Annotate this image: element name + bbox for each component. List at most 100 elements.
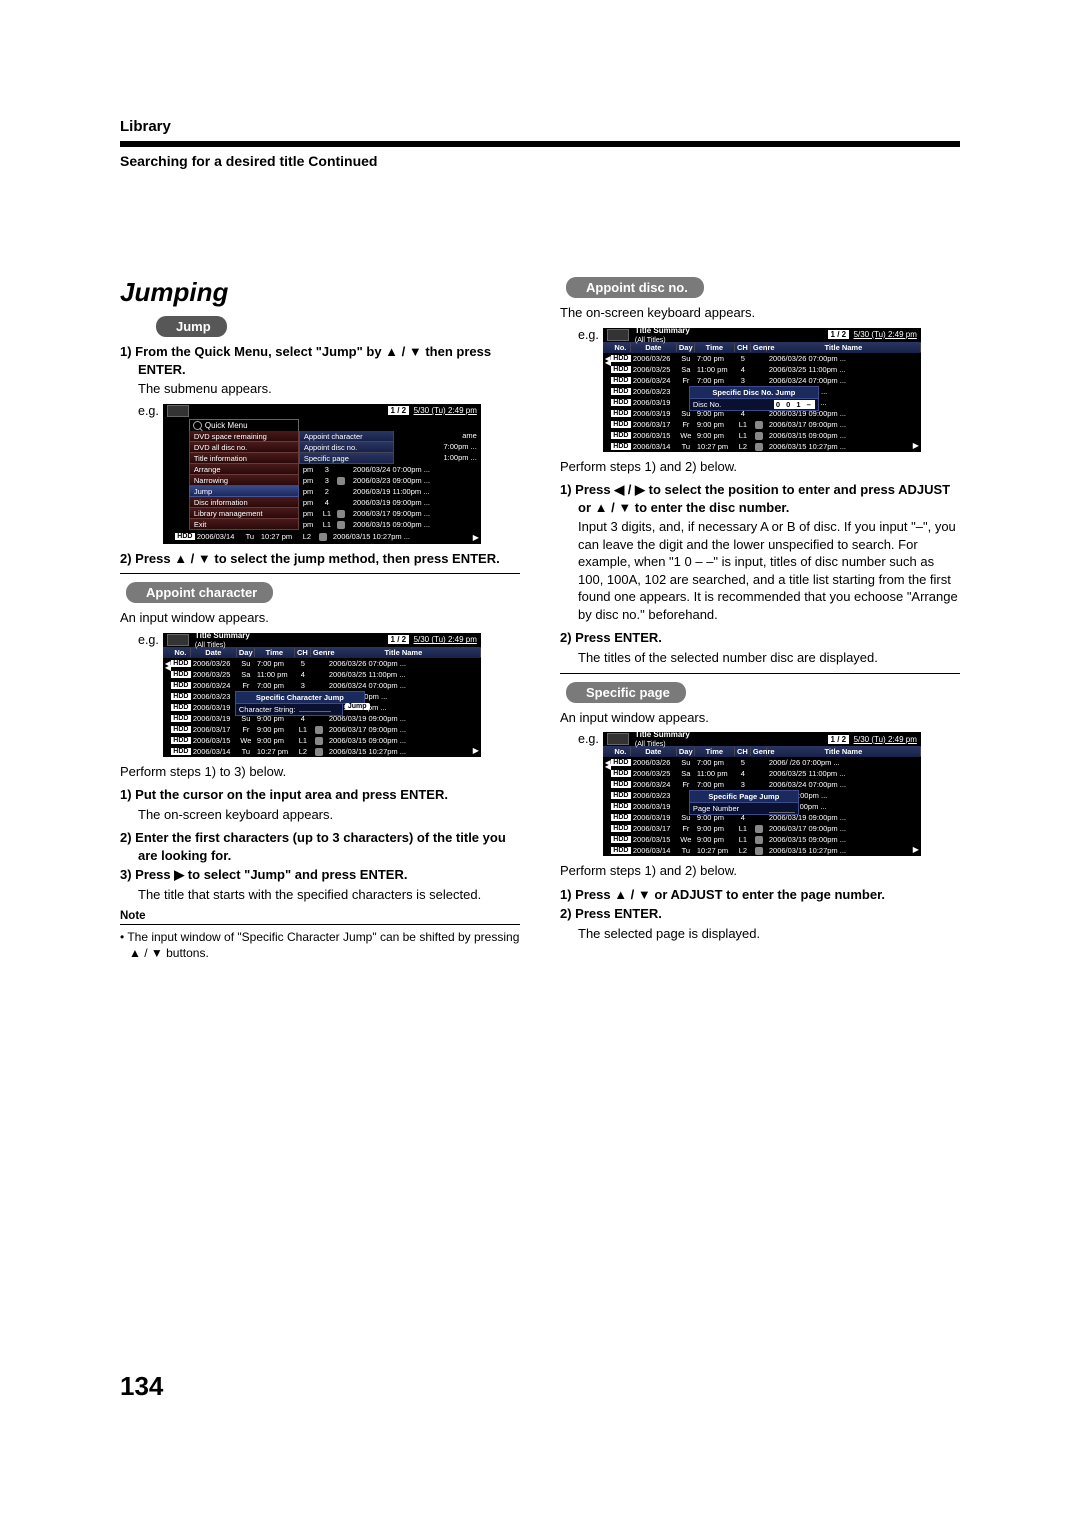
scroll-right-icon: ▶ — [473, 533, 479, 542]
table-row: HDD2006/03/25Sa11:00 pm42006/03/25 11:00… — [603, 768, 921, 779]
table-header: No.DateDayTimeCHGenreTitle Name — [163, 647, 481, 658]
qm-sub-item: Appoint disc no. — [299, 442, 394, 453]
top-pager: 1 / 2 5/30 (Tu) 2:49 pm — [828, 330, 917, 339]
table-row: HDD2006/03/17Fr9:00 pmL12006/03/17 09:00… — [603, 419, 921, 430]
quick-menu-screenshot: . 1 / 2 5/30 (Tu) 2:49 pm Quick Menu DVD… — [163, 404, 481, 544]
scroll-left-icon: ◀ — [165, 663, 171, 672]
table-row: pmL12006/03/15 09:00pm ... — [301, 519, 477, 530]
section-heading: Jumping — [120, 277, 520, 308]
genre-icon — [337, 510, 345, 518]
device-icon — [167, 405, 189, 417]
header-rule — [120, 141, 960, 147]
divider — [560, 673, 960, 674]
eg-label: e.g. — [138, 633, 159, 647]
divider — [120, 573, 520, 574]
right-fragments: ame 7:00pm ... 1:00pm ... — [444, 430, 477, 463]
table-row: HDD2006/03/25Sa11:00 pm42006/03/25 11:00… — [603, 364, 921, 375]
qm-sub-item: Specific page — [299, 453, 394, 464]
example-char: e.g. Title Summary(All Titles) 1 / 2 5/3… — [138, 633, 520, 757]
ac-step-1: 1) Put the cursor on the input area and … — [120, 786, 520, 804]
left-column: Jumping Jump 1) From the Quick Menu, sel… — [120, 277, 520, 961]
header-category: Library — [120, 118, 960, 135]
ac-step-2: 2) Enter the first characters (up to 3 c… — [120, 829, 520, 864]
table-row: pm32006/03/23 09:00pm ... — [301, 475, 477, 486]
table-row: ◀HDD2006/03/26Su7:00 pm52006/03/26 07:00… — [603, 353, 921, 364]
top-pager: 1 / 2 5/30 (Tu) 2:49 pm — [388, 635, 477, 644]
table-header: No.DateDayTimeCHGenreTitle Name — [603, 342, 921, 353]
quick-menu: Quick Menu DVD space remaining DVD all d… — [189, 419, 299, 530]
table-row: HDD2006/03/24Fr7:00 pm32006/03/24 07:00p… — [603, 375, 921, 386]
note-text: • The input window of "Specific Characte… — [120, 929, 520, 961]
qm-item: DVD space remaining — [189, 431, 299, 442]
table-row: HDD2006/03/15We9:00 pmL12006/03/15 09:00… — [603, 834, 921, 845]
example-page: e.g. Title Summary(All Titles) 1 / 2 5/3… — [578, 732, 960, 856]
overlay-page-value: Page Number — [689, 802, 799, 815]
table-row: HDD2006/03/14Tu10:27 pmL22006/03/15 10:2… — [603, 441, 921, 452]
note-label: Note — [120, 910, 520, 922]
quick-menu-title: Quick Menu — [189, 419, 299, 431]
table-row: ◀HDD2006/03/26Su7:00 pm52006/03/26 07:00… — [163, 658, 481, 669]
device-icon — [607, 329, 629, 341]
device-icon — [607, 733, 629, 745]
title-table-char: Title Summary(All Titles) 1 / 2 5/30 (Tu… — [163, 633, 481, 757]
table-row: HDD2006/03/24Fr7:00 pm32006/03/24 07:00p… — [163, 680, 481, 691]
perform-13: Perform steps 1) to 3) below. — [120, 763, 520, 781]
table-row: HDD2006/03/15We9:00 pmL12006/03/15 09:00… — [603, 430, 921, 441]
pill-appoint-character: Appoint character — [126, 582, 273, 603]
sp-step-1: 1) Press ▲ / ▼ or ADJUST to enter the pa… — [560, 886, 960, 904]
device-icon — [167, 634, 189, 646]
ac-step-3-body: The title that starts with the specified… — [120, 886, 520, 904]
step-1: 1) From the Quick Menu, select "Jump" by… — [120, 343, 520, 378]
genre-icon — [337, 521, 345, 529]
step-2: 2) Press ▲ / ▼ to select the jump method… — [120, 550, 520, 568]
scroll-right-icon: ▶ — [473, 746, 479, 755]
qm-last-row: HDD2006/03/14Tu10:27 pmL22006/03/15 10:2… — [167, 531, 467, 542]
table-row: HDD2006/03/25Sa11:00 pm42006/03/25 11:00… — [163, 669, 481, 680]
sp-step-2-body: The selected page is displayed. — [560, 925, 960, 943]
qm-item: Library management — [189, 508, 299, 519]
quick-menu-submenu: Appoint character Appoint disc no. Speci… — [299, 431, 394, 464]
qm-item-selected: Jump — [189, 486, 299, 497]
manual-page: Library Searching for a desired title Co… — [0, 0, 1080, 1001]
pill-specific-page: Specific page — [566, 682, 686, 703]
table-row: pm32006/03/24 07:00pm ... — [301, 464, 477, 475]
adn-step-2: 2) Press ENTER. — [560, 629, 960, 647]
qm-item: DVD all disc no. — [189, 442, 299, 453]
page-header: Library Searching for a desired title Co… — [120, 118, 960, 169]
ac-intro: An input window appears. — [120, 609, 520, 627]
qm-item: Arrange — [189, 464, 299, 475]
adn-intro: The on-screen keyboard appears. — [560, 304, 960, 322]
example-disc: e.g. Title Summary(All Titles) 1 / 2 5/3… — [578, 328, 960, 452]
scroll-right-icon: ▶ — [913, 845, 919, 854]
eg-label: e.g. — [578, 732, 599, 746]
qm-item: Narrowing — [189, 475, 299, 486]
table-row: HDD2006/03/17Fr9:00 pmL12006/03/17 09:00… — [163, 724, 481, 735]
top-pager: 1 / 2 5/30 (Tu) 2:49 pm — [828, 735, 917, 744]
top-pager: 1 / 2 5/30 (Tu) 2:49 pm — [388, 406, 477, 415]
table-header: No.DateDayTimeCHGenreTitle Name — [603, 746, 921, 757]
table-row: ◀HDD2006/03/26Su7:00 pm52006/ /26 07:00p… — [603, 757, 921, 768]
perform-12-a: Perform steps 1) and 2) below. — [560, 458, 960, 476]
right-column: Appoint disc no. The on-screen keyboard … — [560, 277, 960, 961]
title-table-disc: Title Summary(All Titles) 1 / 2 5/30 (Tu… — [603, 328, 921, 452]
header-subtitle: Searching for a desired title Continued — [120, 153, 960, 169]
overlay-disc-value: Disc No. 0 0 1 – — [689, 398, 819, 411]
adn-step-2-body: The titles of the selected number disc a… — [560, 649, 960, 667]
qm-item: Disc information — [189, 497, 299, 508]
step-1-body: The submenu appears. — [120, 380, 520, 398]
sp-intro: An input window appears. — [560, 709, 960, 727]
genre-icon — [319, 533, 327, 541]
pill-jump: Jump — [156, 316, 227, 337]
qm-item: Title information — [189, 453, 299, 464]
jump-button: Jump — [345, 703, 370, 710]
table-row: HDD2006/03/14Tu10:27 pmL22006/03/15 10:2… — [167, 531, 467, 542]
overlay-char-label: Character String: — [239, 705, 296, 714]
example-qm: e.g. . 1 / 2 5/30 (Tu) 2:49 pm Quick Men… — [138, 404, 520, 544]
genre-icon — [337, 477, 345, 485]
scroll-right-icon: ▶ — [913, 441, 919, 450]
qm-sub-item: Appoint character — [299, 431, 394, 442]
qm-item: Exit — [189, 519, 299, 530]
table-row: pm42006/03/19 09:00pm ... — [301, 497, 477, 508]
adn-step-1-body: Input 3 digits, and, if necessary A or B… — [560, 518, 960, 623]
adn-step-1: 1) Press ◀ / ▶ to select the position to… — [560, 481, 960, 516]
